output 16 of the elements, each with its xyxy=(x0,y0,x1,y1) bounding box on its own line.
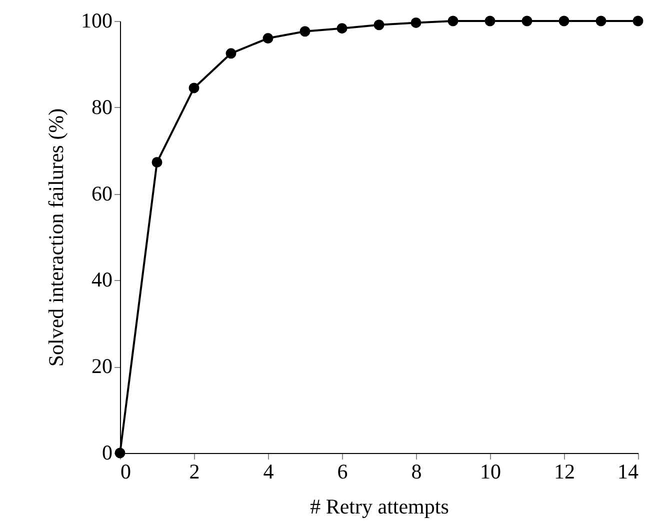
x-tick-label: 0 xyxy=(120,460,131,484)
x-tick-label: 8 xyxy=(411,460,422,484)
x-tick-label: 10 xyxy=(480,460,501,484)
x-axis-title: # Retry attempts xyxy=(310,494,449,518)
x-tick-label: 2 xyxy=(189,460,200,484)
y-tick-label: 0 xyxy=(102,440,112,464)
y-tick-label: 20 xyxy=(92,354,112,378)
x-tick-label: 4 xyxy=(263,460,274,484)
y-axis-title: Solved interaction failures (%) xyxy=(44,108,68,367)
y-tick-label: 60 xyxy=(92,181,112,206)
y-tick-label: 80 xyxy=(92,94,112,119)
y-tick-label: 40 xyxy=(92,268,112,292)
x-tick-label: 6 xyxy=(337,460,348,484)
x-tick-label: 14 xyxy=(618,460,639,484)
x-tick-label: 12 xyxy=(554,460,575,484)
y-tick-label: 100 xyxy=(81,8,112,32)
